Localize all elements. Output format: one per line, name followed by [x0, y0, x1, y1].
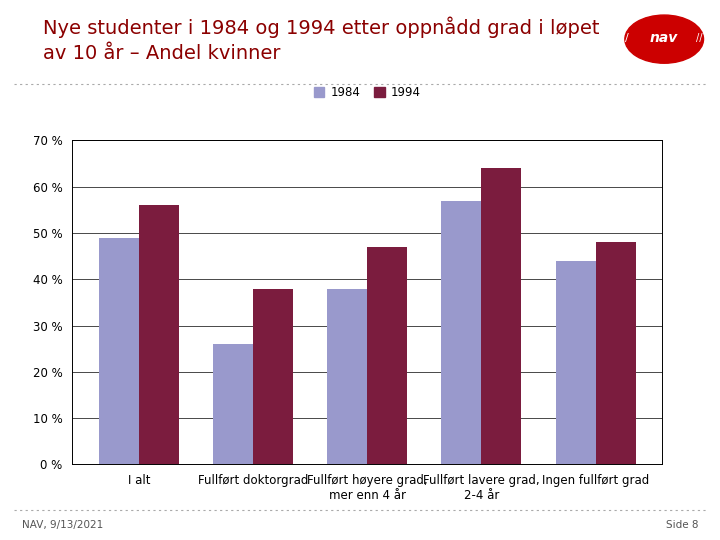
- Bar: [99, 238, 139, 464]
- Bar: [327, 288, 367, 464]
- Text: NAV, 9/13/2021: NAV, 9/13/2021: [22, 520, 103, 530]
- Bar: [482, 168, 521, 464]
- Legend: 1984, 1994: 1984, 1994: [309, 82, 426, 104]
- Text: Nye studenter i 1984 og 1994 etter oppnådd grad i løpet
av 10 år – Andel kvinner: Nye studenter i 1984 og 1994 etter oppnå…: [43, 16, 600, 63]
- Ellipse shape: [625, 15, 703, 63]
- Bar: [367, 247, 408, 464]
- Bar: [441, 200, 482, 464]
- Text: //: //: [696, 33, 702, 43]
- Text: /: /: [625, 33, 629, 43]
- Bar: [139, 205, 179, 464]
- Bar: [556, 261, 595, 464]
- Text: nav: nav: [650, 31, 678, 45]
- Text: Side 8: Side 8: [666, 520, 698, 530]
- Bar: [253, 288, 293, 464]
- Bar: [595, 242, 636, 464]
- Bar: [213, 344, 253, 464]
